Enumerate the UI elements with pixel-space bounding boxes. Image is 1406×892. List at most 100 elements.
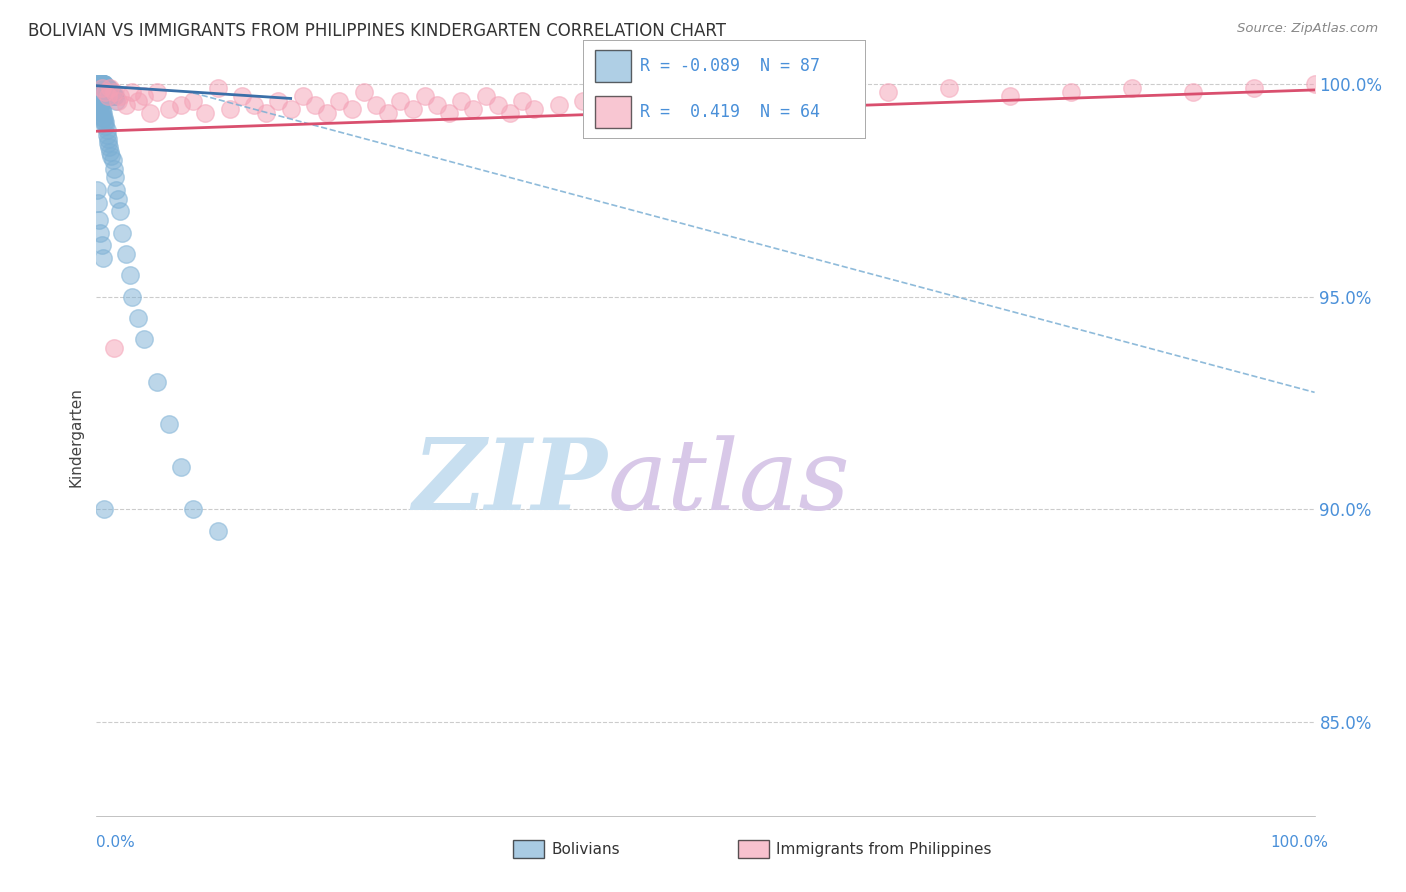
Point	[89, 77, 111, 91]
Point	[181, 502, 204, 516]
Point	[87, 77, 110, 91]
Point	[96, 80, 118, 95]
Point	[364, 98, 387, 112]
Point	[93, 77, 115, 91]
Point	[89, 77, 111, 91]
Point	[90, 77, 112, 91]
Point	[103, 341, 125, 355]
Point	[742, 89, 765, 103]
Point	[768, 85, 790, 99]
Point	[93, 502, 115, 516]
Point	[98, 85, 121, 99]
Text: Bolivians: Bolivians	[551, 842, 620, 856]
Point	[134, 332, 156, 346]
Point	[89, 226, 111, 240]
Point	[96, 123, 118, 137]
Point	[316, 106, 339, 120]
Point	[280, 102, 302, 116]
Point	[510, 94, 533, 108]
Point	[87, 77, 110, 91]
Point	[98, 140, 121, 154]
Point	[89, 77, 111, 91]
Point	[437, 106, 460, 120]
Point	[91, 111, 114, 125]
Point	[499, 106, 522, 120]
Point	[104, 89, 127, 103]
Point	[90, 77, 112, 91]
Point	[91, 251, 114, 265]
Point	[523, 102, 546, 116]
Point	[218, 102, 240, 116]
Point	[304, 98, 326, 112]
Point	[86, 183, 108, 197]
Point	[97, 80, 120, 95]
Point	[94, 85, 117, 99]
Point	[547, 98, 569, 112]
Point	[998, 89, 1021, 103]
Point	[89, 98, 111, 112]
Point	[1303, 77, 1326, 91]
Point	[291, 89, 314, 103]
Point	[98, 80, 121, 95]
Point	[877, 85, 900, 99]
Point	[94, 80, 117, 95]
Point	[107, 192, 129, 206]
Point	[86, 77, 108, 91]
Point	[96, 80, 118, 95]
Point	[94, 115, 117, 129]
Point	[90, 80, 112, 95]
Point	[87, 94, 110, 108]
Point	[98, 145, 121, 159]
Point	[115, 98, 138, 112]
Point	[121, 289, 143, 303]
Point	[231, 89, 253, 103]
Point	[89, 98, 111, 112]
Point	[90, 77, 112, 91]
Point	[170, 98, 193, 112]
Point	[97, 89, 120, 103]
Point	[145, 375, 167, 389]
Point	[94, 80, 117, 95]
Point	[107, 94, 129, 108]
Point	[89, 212, 111, 227]
Point	[121, 85, 143, 99]
Point	[101, 153, 124, 168]
Point	[89, 98, 111, 112]
Point	[96, 128, 118, 142]
Point	[90, 106, 112, 120]
Point	[1181, 85, 1204, 99]
Point	[170, 459, 193, 474]
Point	[89, 77, 111, 91]
Point	[91, 77, 114, 91]
Point	[93, 111, 115, 125]
Point	[450, 94, 472, 108]
Point	[486, 98, 509, 112]
Point	[389, 94, 412, 108]
Point	[115, 247, 138, 261]
Point	[243, 98, 266, 112]
Point	[1121, 80, 1143, 95]
Point	[103, 161, 125, 176]
Point	[118, 268, 141, 283]
Point	[463, 102, 485, 116]
Point	[90, 102, 112, 116]
Text: R =  0.419  N = 64: R = 0.419 N = 64	[640, 103, 820, 121]
Text: Immigrants from Philippines: Immigrants from Philippines	[776, 842, 991, 856]
Point	[157, 417, 180, 432]
Text: Source: ZipAtlas.com: Source: ZipAtlas.com	[1237, 22, 1378, 36]
Point	[474, 89, 496, 103]
Point	[328, 94, 350, 108]
Point	[815, 89, 838, 103]
Point	[91, 106, 114, 120]
Point	[105, 183, 128, 197]
Point	[93, 77, 115, 91]
Point	[90, 77, 112, 91]
Point	[97, 80, 120, 95]
Point	[93, 115, 115, 129]
Point	[96, 80, 118, 95]
Point	[401, 102, 423, 116]
Point	[695, 98, 717, 112]
Point	[104, 170, 127, 185]
Point	[134, 89, 156, 103]
Point	[87, 94, 110, 108]
